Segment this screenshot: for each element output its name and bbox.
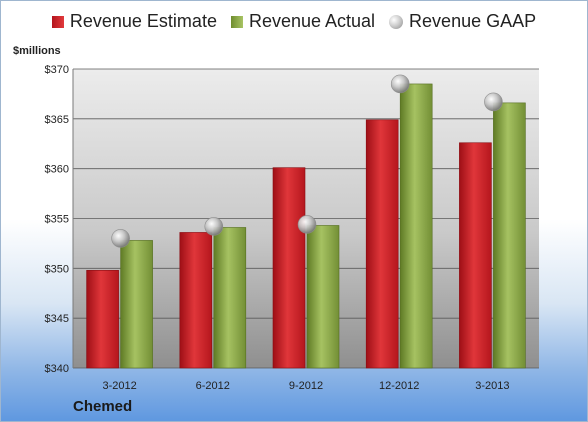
bar-estimate [86,270,119,369]
bar-actual [399,83,433,369]
y-tick-label: $345 [45,313,69,325]
bar-actual [120,240,153,369]
legend-label-gaap: Revenue GAAP [409,11,537,31]
x-tick-label: 3-2012 [102,380,136,392]
bar-actual [213,227,247,369]
legend-swatch-estimate [51,15,64,28]
gaap-marker [390,74,410,94]
company-label: Chemed [73,398,133,415]
y-tick-label: $370 [45,64,69,76]
y-tick-label: $340 [45,363,69,375]
legend-item-actual: Revenue Actual [230,11,376,32]
legend-item-gaap: Revenue GAAP [389,11,536,32]
bar-actual [493,102,526,369]
legend: Revenue Estimate Revenue Actual Revenue … [1,11,587,32]
gaap-marker [111,229,130,248]
bar-estimate [459,142,492,369]
y-axis-unit-label: $millions [13,45,61,57]
gaap-marker [204,217,224,236]
legend-item-estimate: Revenue Estimate [51,11,217,32]
legend-swatch-actual [230,15,243,28]
bar-actual [306,225,340,369]
bar-estimate [365,119,399,369]
legend-label-actual: Revenue Actual [248,11,376,31]
y-tick-label: $355 [45,214,69,226]
y-axis-ticks: $340 $345 $350 $355 $360 $365 $370 [45,64,69,375]
x-tick-label: 9-2012 [289,380,323,392]
gaap-marker [297,215,317,234]
y-tick-label: $360 [45,164,69,176]
bars [86,83,526,369]
bar-estimate [272,167,306,369]
x-axis-ticks: 3-2012 6-2012 9-2012 12-2012 3-2013 [102,380,509,392]
gaap-marker [484,92,503,112]
bar-estimate [179,232,213,369]
gaap-markers [111,74,503,248]
x-tick-label: 3-2013 [475,380,509,392]
legend-swatch-gaap [389,14,404,29]
legend-label-estimate: Revenue Estimate [69,11,217,31]
x-tick-label: 6-2012 [196,380,230,392]
y-tick-label: $350 [45,263,69,275]
y-tick-label: $365 [45,114,69,126]
x-tick-label: 12-2012 [379,380,419,392]
